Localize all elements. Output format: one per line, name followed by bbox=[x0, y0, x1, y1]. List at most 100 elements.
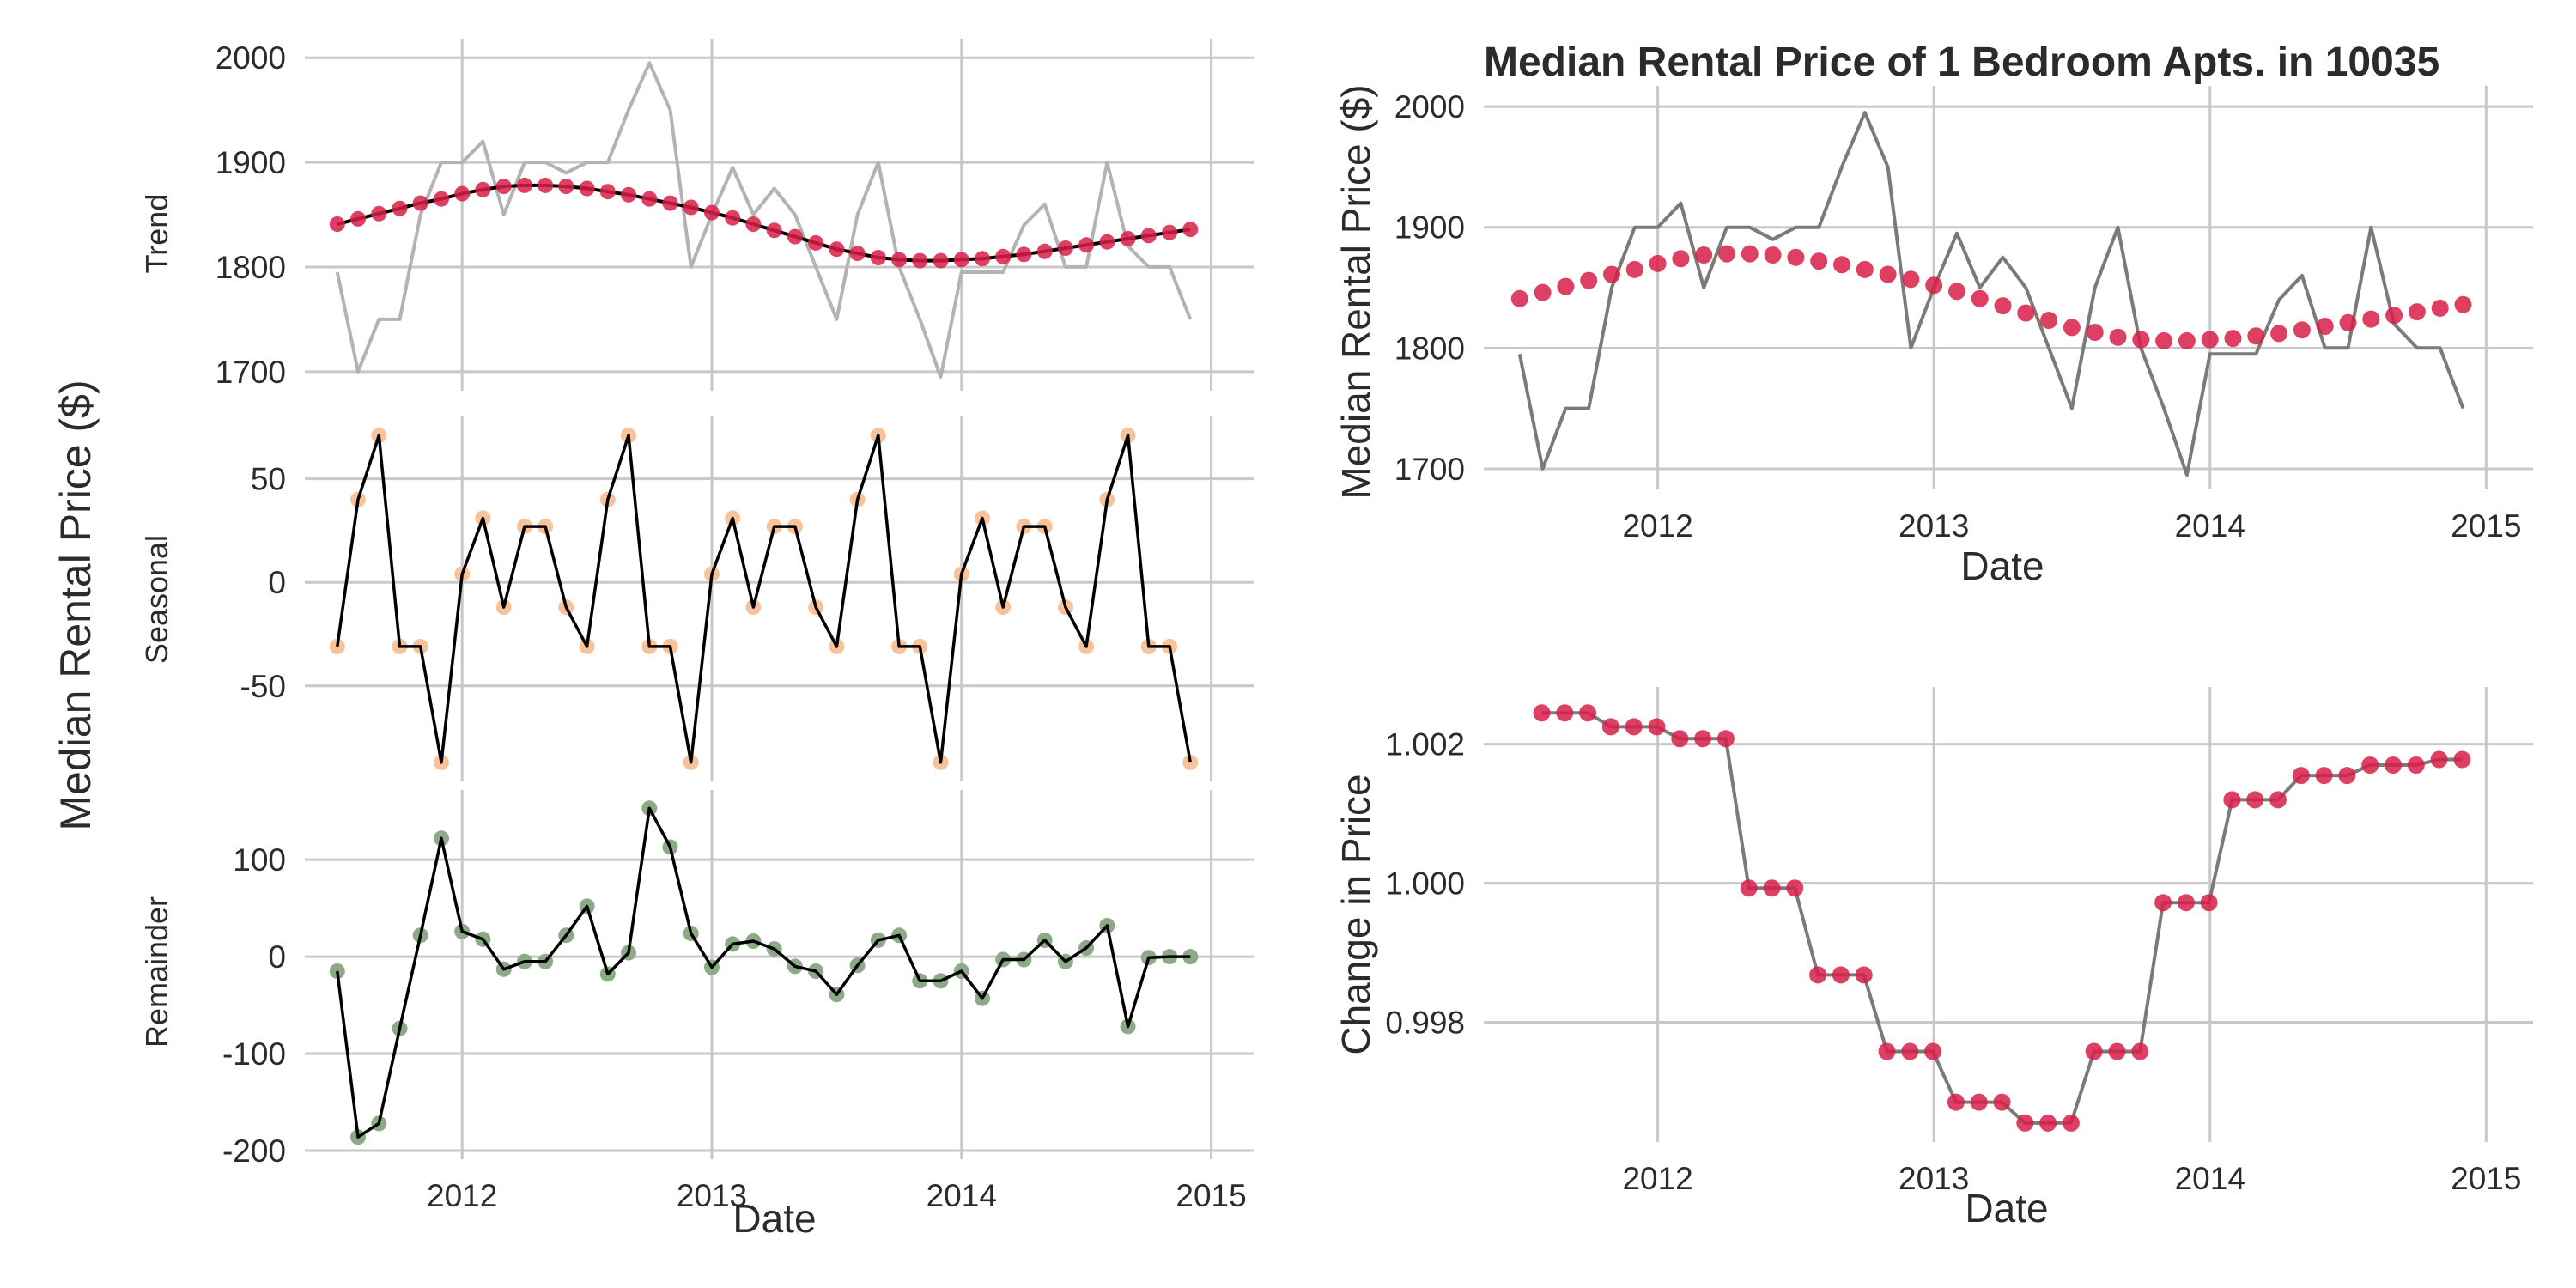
seasonal-series bbox=[329, 428, 1199, 770]
trend-gridlines bbox=[305, 39, 1254, 391]
trend-point bbox=[1120, 231, 1136, 246]
change-point bbox=[1533, 704, 1551, 722]
rental-price-trend-point bbox=[2454, 295, 2472, 313]
rental-price-trend-point bbox=[1925, 276, 1943, 295]
trend-y-ticks: 1700 1800 1900 2000 bbox=[216, 40, 286, 390]
remainder-x-tick-label: 2013 bbox=[677, 1178, 747, 1213]
rental-price-trend-point bbox=[1510, 289, 1528, 307]
rental-price-trend-point bbox=[2132, 331, 2150, 349]
remainder-y-tick-label: 100 bbox=[233, 842, 286, 878]
trend-point bbox=[849, 246, 866, 262]
rental-price-trend-point bbox=[2178, 331, 2196, 349]
change-x-tick-label: 2012 bbox=[1622, 1161, 1692, 1196]
rental-price-x-ticks: 2012 2013 2014 2015 bbox=[1622, 508, 2521, 544]
trend-y-tick-label: 1900 bbox=[216, 145, 286, 180]
trend-point bbox=[538, 177, 554, 193]
change-point bbox=[2108, 1042, 2126, 1060]
change-y-axis-title: Change in Price bbox=[1334, 774, 1378, 1054]
remainder-y-tick-label: -100 bbox=[222, 1036, 286, 1072]
change-point bbox=[1671, 730, 1689, 748]
change-point bbox=[1970, 1093, 1988, 1111]
remainder-x-tick-label: 2012 bbox=[427, 1178, 497, 1213]
rental-price-y-tick-label: 1800 bbox=[1394, 331, 1465, 366]
rental-price-trend-point bbox=[1718, 245, 1735, 263]
rental-price-trend-point bbox=[1856, 260, 1874, 278]
trend-point bbox=[434, 191, 449, 207]
seasonal-y-ticks: -50 0 50 bbox=[240, 462, 286, 704]
trend-point bbox=[392, 200, 408, 216]
change-panel: 0.998 1.000 1.002 2012 2013 2014 2015 Ch… bbox=[1334, 687, 2533, 1230]
change-point bbox=[1855, 966, 1873, 984]
change-point bbox=[1786, 879, 1804, 897]
trend-point bbox=[1016, 246, 1032, 263]
change-point bbox=[1809, 966, 1827, 984]
rental-price-observed-line bbox=[1517, 111, 2465, 477]
trend-point bbox=[1140, 228, 1157, 244]
change-point bbox=[1625, 718, 1643, 736]
trend-point bbox=[975, 251, 990, 267]
rental-price-trend-point bbox=[2270, 325, 2288, 343]
trend-point bbox=[1099, 234, 1115, 250]
rental-price-y-axis-title: Median Rental Price ($) bbox=[1334, 84, 1378, 499]
rental-price-trend-point bbox=[1764, 246, 1782, 264]
change-point bbox=[2361, 756, 2379, 774]
remainder-y-tick-label: -200 bbox=[222, 1133, 286, 1169]
trend-y-tick-label: 2000 bbox=[216, 40, 286, 76]
change-point bbox=[1924, 1042, 1942, 1060]
trend-point bbox=[412, 195, 428, 211]
seasonal-y-tick-label: 0 bbox=[268, 565, 286, 600]
rental-price-trend-point bbox=[1695, 246, 1713, 264]
change-point bbox=[2200, 894, 2218, 912]
rental-price-trend-point bbox=[1810, 252, 1828, 270]
change-y-tick-label: 1.002 bbox=[1385, 727, 1465, 762]
trend-y-tick-label: 1800 bbox=[216, 250, 286, 285]
remainder-gridlines bbox=[305, 790, 1254, 1159]
decomposition-x-axis-title: Date bbox=[732, 1196, 816, 1241]
rental-price-trend-point bbox=[2201, 331, 2219, 349]
rental-price-trend-point bbox=[2362, 310, 2380, 328]
rental-price-trend-point bbox=[1603, 265, 1620, 283]
change-point bbox=[1832, 966, 1850, 984]
trend-point bbox=[495, 179, 512, 195]
rental-price-y-tick-label: 1700 bbox=[1394, 452, 1465, 487]
rental-price-trend-point bbox=[2086, 324, 2104, 341]
change-point bbox=[2385, 756, 2402, 774]
remainder-panel: -200 -100 0 100 2012 2013 2014 2015 Rema… bbox=[139, 790, 1254, 1241]
shared-y-axis-label: Median Rental Price ($) bbox=[52, 380, 100, 830]
change-point bbox=[2131, 1042, 2149, 1060]
trend-point bbox=[329, 216, 345, 232]
change-series bbox=[1533, 704, 2471, 1132]
trend-point bbox=[558, 179, 574, 195]
change-point bbox=[1740, 879, 1758, 897]
trend-point bbox=[371, 205, 387, 222]
remainder-x-ticks: 2012 2013 2014 2015 bbox=[427, 1178, 1247, 1213]
trend-panel: 1700 1800 1900 2000 Trend bbox=[139, 39, 1254, 391]
change-point bbox=[1556, 704, 1574, 722]
trend-y-tick-label: 1700 bbox=[216, 355, 286, 390]
rental-price-trend-point bbox=[2293, 321, 2311, 339]
rental-price-trend-point bbox=[1879, 265, 1897, 283]
rental-price-trend-point bbox=[2247, 327, 2265, 345]
rental-price-x-tick-label: 2013 bbox=[1899, 508, 1969, 544]
change-point bbox=[2338, 767, 2356, 785]
remainder-x-tick-label: 2015 bbox=[1176, 1178, 1246, 1213]
seasonal-panel: -50 0 50 Seasonal bbox=[139, 416, 1254, 781]
change-point bbox=[2016, 1114, 2034, 1132]
trend-point bbox=[704, 204, 720, 221]
remainder-series bbox=[329, 800, 1199, 1145]
rental-price-panel: Median Rental Price of 1 Bedroom Apts. i… bbox=[1334, 39, 2533, 588]
change-x-tick-label: 2014 bbox=[2175, 1161, 2245, 1196]
trend-point bbox=[641, 191, 658, 207]
chart-title: Median Rental Price of 1 Bedroom Apts. i… bbox=[1484, 39, 2439, 85]
change-y-tick-label: 0.998 bbox=[1385, 1005, 1465, 1040]
change-point bbox=[2039, 1114, 2057, 1132]
change-point bbox=[1993, 1093, 2011, 1111]
seasonal-axis-label: Seasonal bbox=[139, 535, 174, 664]
trend-point bbox=[454, 185, 471, 202]
trend-observed-line bbox=[335, 61, 1193, 379]
trend-point bbox=[808, 234, 824, 251]
rental-price-series bbox=[1510, 111, 2472, 477]
change-point bbox=[1878, 1042, 1896, 1060]
rental-price-trend-point bbox=[1649, 254, 1667, 272]
